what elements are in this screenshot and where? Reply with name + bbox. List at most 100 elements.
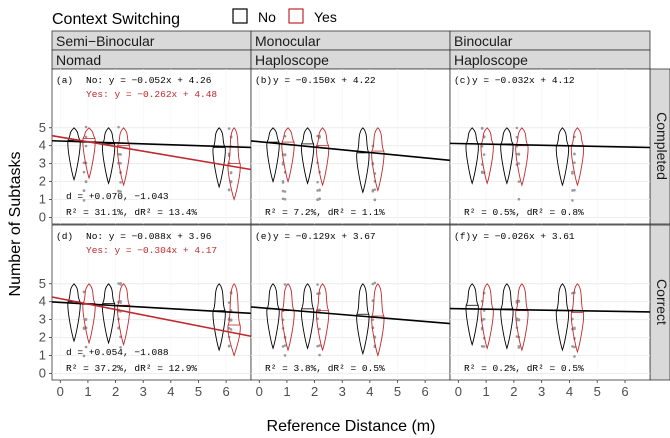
x-tick-label: 5: [195, 384, 202, 399]
data-dot: [371, 282, 375, 286]
x-tick-label: 0: [256, 384, 263, 399]
legend-title: Context Switching: [52, 11, 180, 28]
row-strip-correct-label: Correct: [654, 279, 670, 325]
data-dot: [316, 283, 319, 286]
equation-no: No: y = −0.088x + 3.96: [86, 231, 212, 242]
violin-no: [300, 283, 315, 350]
violin-yes: [371, 283, 385, 357]
y-tick-label: 5: [39, 276, 46, 291]
data-dot: [82, 290, 86, 294]
data-dot: [283, 283, 287, 286]
legend-key-no: [232, 8, 248, 24]
panel-background: [250, 224, 451, 381]
data-dot: [573, 345, 576, 349]
x-tick-label: 1: [283, 384, 290, 399]
y-tick-label: 5: [39, 120, 46, 135]
violin-no: [101, 283, 116, 345]
col-strip-2-line1: Monocular: [255, 33, 321, 49]
y-tick-label: 2: [39, 330, 46, 345]
violin-yes: [227, 127, 241, 201]
violin-yes: [227, 283, 241, 357]
panel-b: (b) y = −0.150x + 4.22 R² = 7.2%, dR² = 1.…: [250, 68, 451, 225]
data-dot: [283, 197, 287, 201]
col-strip-3-line1: Binocular: [454, 33, 513, 49]
data-dot: [229, 319, 233, 322]
equation-no: y = −0.032x + 4.12: [472, 75, 575, 86]
data-dot: [318, 353, 321, 357]
y-tick-label: 3: [39, 156, 46, 171]
effect-size: d = +0.070, −1.043: [66, 191, 169, 202]
data-dot: [371, 188, 375, 192]
data-dot: [119, 346, 122, 349]
data-dot: [229, 180, 233, 184]
legend-key-yes: [288, 8, 304, 24]
col-strip-3-line2: Haploscope: [454, 52, 528, 68]
violin-no: [500, 127, 514, 185]
violin-no: [266, 127, 280, 183]
x-tick-label: 2: [311, 384, 318, 399]
violin-no: [266, 283, 280, 350]
data-dot: [573, 326, 576, 330]
violin-no: [212, 283, 226, 352]
data-dot: [227, 301, 231, 304]
panels: (a) No: y = −0.052x + 4.26 Yes: y = −0.262…: [39, 68, 651, 399]
data-dot: [316, 134, 319, 138]
data-dot: [371, 318, 375, 321]
data-dot: [482, 345, 486, 348]
y-tick-label: 1: [39, 347, 46, 362]
data-dot: [571, 291, 574, 295]
violin-no: [300, 127, 315, 185]
data-dot: [318, 344, 321, 347]
col-strip-2-line2: Haploscope: [255, 52, 329, 68]
data-dot: [480, 345, 484, 348]
panel-background: [51, 224, 252, 381]
panel-label: (d): [56, 231, 73, 242]
r-squared: R² = 7.2%, dR² = 1.1%: [265, 207, 385, 218]
violin-yes: [116, 283, 131, 347]
col-strip-1-line1: Semi−Binocular: [56, 33, 155, 49]
data-dot: [373, 281, 377, 285]
data-dot: [283, 354, 287, 357]
row-strip-completed-label: Completed: [654, 112, 670, 180]
data-dot: [227, 188, 231, 192]
data-dot: [517, 180, 521, 183]
violin-no: [500, 283, 514, 350]
col-strip-1-line2: Nomad: [56, 52, 101, 68]
y-axis-title: Number of Subtasks: [7, 152, 24, 297]
data-dot: [119, 301, 122, 304]
data-dot: [283, 190, 287, 193]
data-dot: [84, 180, 88, 184]
r-squared: R² = 31.1%, dR² = 13.4%: [66, 207, 197, 218]
data-dot: [84, 135, 88, 139]
violin-yes: [480, 127, 494, 185]
data-dot: [515, 126, 519, 130]
data-dot: [229, 171, 233, 174]
regression-line-no: [449, 142, 651, 149]
x-tick-label: 5: [394, 384, 401, 399]
data-dot: [119, 153, 122, 156]
x-tick-label: 6: [422, 384, 429, 399]
column-strips: Semi−Binocular Nomad Monocular Haploscop…: [51, 30, 651, 70]
data-dot: [119, 181, 122, 184]
x-tick-label: 0: [455, 384, 462, 399]
data-dot: [316, 292, 319, 296]
panel-e: (e) y = −0.129x + 3.67 R² = 3.8%, dR² = 0.…: [250, 224, 451, 399]
x-tick-label: 0: [57, 384, 64, 399]
y-tick-label: 0: [39, 209, 46, 224]
effect-size: d = +0.054, −1.088: [66, 347, 169, 358]
x-tick-label: 2: [112, 384, 119, 399]
data-dot: [573, 152, 576, 156]
violin-no: [465, 283, 479, 347]
violin-yes: [281, 283, 295, 352]
data-dot: [316, 189, 319, 192]
data-dot: [517, 197, 521, 201]
x-axis-title: Reference Distance (m): [267, 418, 436, 435]
data-dot: [281, 189, 285, 193]
data-dot: [283, 344, 287, 347]
data-dot: [283, 153, 287, 156]
data-dot: [316, 180, 319, 184]
violin-no: [555, 127, 570, 187]
x-tick-label: 2: [510, 384, 517, 399]
data-dot: [82, 189, 86, 192]
